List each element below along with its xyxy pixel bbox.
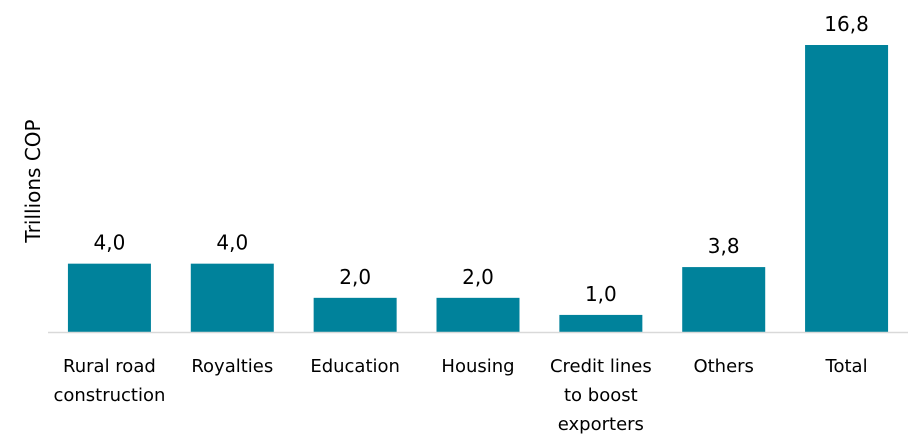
data-label: 4,0 (94, 231, 126, 255)
bar (67, 263, 151, 332)
bar (436, 297, 520, 332)
value-labels-group: 4,0 4,0 2,0 2,0 1,0 3,8 16,8 (94, 12, 869, 306)
y-axis-label: Trillions COP (21, 119, 45, 243)
category-label: Royalties (191, 356, 273, 377)
category-label: Housing (441, 356, 514, 377)
data-label: 2,0 (462, 265, 494, 289)
bar (559, 314, 643, 332)
category-label-line: exporters (558, 414, 644, 435)
category-label-line: Royalties (191, 356, 273, 377)
category-label-line: Education (310, 356, 400, 377)
category-label-line: to boost (564, 385, 638, 406)
category-label-line: Credit lines (550, 356, 652, 377)
data-label: 2,0 (339, 265, 371, 289)
bar (190, 263, 274, 332)
category-label: Rural road construction (53, 356, 165, 406)
category-labels-group: Rural road construction Royalties Education… (53, 356, 867, 435)
category-label: Total (825, 356, 868, 377)
bar (682, 267, 766, 332)
bars-group (67, 45, 889, 332)
data-label: 16,8 (824, 12, 869, 36)
category-label-line: Housing (441, 356, 514, 377)
category-label-line: Rural road (63, 356, 156, 377)
bar (805, 45, 889, 332)
category-label-line: construction (53, 385, 165, 406)
data-label: 4,0 (216, 231, 248, 255)
data-label: 3,8 (708, 234, 740, 258)
category-label-line: Others (693, 356, 754, 377)
bar (313, 297, 397, 332)
data-label: 1,0 (585, 282, 617, 306)
category-label: Credit lines to boost exporters (550, 356, 652, 435)
category-label: Education (310, 356, 400, 377)
category-label: Others (693, 356, 754, 377)
category-label-line: Total (825, 356, 868, 377)
